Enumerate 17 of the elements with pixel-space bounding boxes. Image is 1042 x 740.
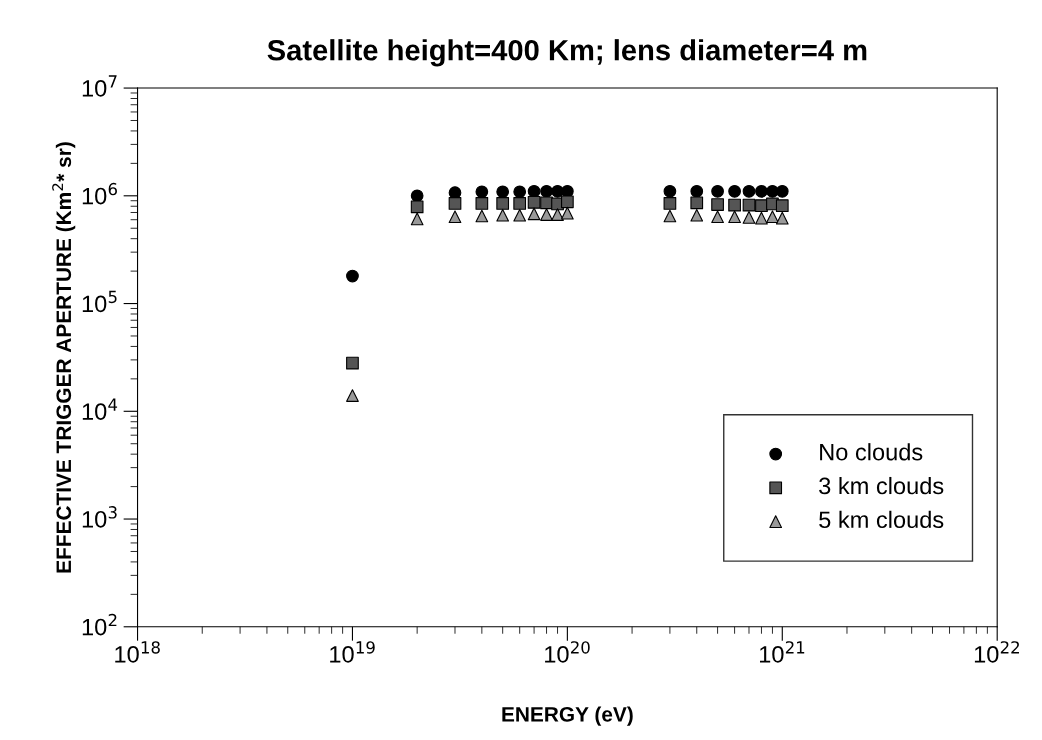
y-tick-label: 10$^{4}$ — [82, 398, 118, 420]
y-tick-label: 10$^{3}$ — [82, 506, 117, 528]
y-axis-title: EFFECTIVE TRIGGER APERTURE (Km$^{2}$* sr) — [52, 142, 76, 573]
y-tick-label: 10$^{6}$ — [82, 182, 117, 205]
x-tick-label: 10$^{21}$ — [760, 641, 805, 663]
x-axis-title: ENERGY (eV) — [502, 706, 633, 726]
y-tick-label: 10$^{7}$ — [82, 75, 117, 97]
x-tick-label: 10$^{19}$ — [330, 641, 375, 663]
x-tick-label: 10$^{18}$ — [115, 641, 160, 663]
x-tick-label: 10$^{22}$ — [974, 641, 1019, 663]
y-tick-label: 10$^{5}$ — [82, 290, 117, 313]
legend-label: 3 km clouds — [819, 476, 944, 495]
legend-label: 5 km clouds — [819, 510, 944, 529]
legend-label: No clouds — [820, 443, 923, 461]
y-tick-label: 10$^{2}$ — [82, 613, 117, 636]
chart-title: Satellite height=400 Km; lens diameter=4 m — [267, 39, 867, 67]
x-tick-label: 10$^{20}$ — [545, 641, 590, 663]
